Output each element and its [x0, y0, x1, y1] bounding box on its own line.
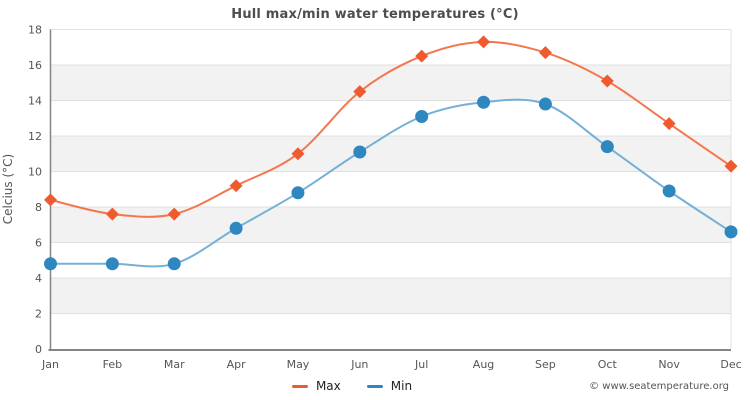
max-data-point[interactable] — [105, 207, 119, 221]
x-tick-label: Mar — [164, 358, 185, 371]
legend-item-max[interactable]: Max — [291, 379, 341, 393]
legend: Max Min — [0, 377, 727, 395]
min-data-point[interactable] — [105, 257, 119, 271]
max-data-point[interactable] — [600, 74, 614, 88]
x-tick-label: Oct — [598, 358, 618, 371]
chart-title: Hull max/min water temperatures (°C) — [231, 7, 519, 22]
max-data-point[interactable] — [724, 159, 738, 173]
plot-band — [50, 136, 731, 172]
plot-band — [50, 207, 731, 243]
max-data-point[interactable] — [44, 193, 57, 207]
min-data-point[interactable] — [600, 140, 614, 154]
y-tick-label: 0 — [35, 343, 42, 356]
min-data-point[interactable] — [662, 184, 676, 198]
y-tick-label: 10 — [28, 166, 42, 179]
min-data-point[interactable] — [167, 257, 181, 271]
max-data-point[interactable] — [167, 207, 181, 221]
min-data-point[interactable] — [229, 221, 243, 235]
min-data-point[interactable] — [353, 145, 367, 159]
x-tick-label: Jan — [41, 358, 59, 371]
x-tick-label: Jul — [414, 358, 428, 371]
x-tick-label: Dec — [720, 358, 741, 371]
y-tick-label: 12 — [28, 130, 42, 143]
copyright-text: © www.seatemperature.org — [589, 381, 729, 392]
plot-band — [50, 278, 731, 314]
y-tick-label: 8 — [35, 201, 42, 214]
min-data-point[interactable] — [538, 97, 552, 111]
max-data-point[interactable] — [353, 85, 367, 99]
y-tick-label: 14 — [28, 95, 42, 108]
min-data-point[interactable] — [44, 257, 57, 271]
max-data-point[interactable] — [415, 49, 429, 63]
max-data-point[interactable] — [229, 179, 243, 193]
legend-item-min[interactable]: Min — [366, 379, 413, 393]
min-data-point[interactable] — [415, 109, 429, 123]
min-series-swatch — [366, 384, 383, 388]
max-series-swatch — [291, 384, 308, 388]
x-tick-label: May — [287, 358, 310, 371]
max-data-point[interactable] — [538, 46, 552, 60]
y-tick-label: 16 — [28, 59, 42, 72]
x-tick-label: Sep — [535, 358, 556, 371]
y-tick-label: 6 — [35, 237, 42, 250]
y-tick-label: 2 — [35, 308, 42, 321]
x-tick-label: Nov — [658, 358, 680, 371]
x-tick-label: Aug — [473, 358, 494, 371]
max-data-point[interactable] — [291, 147, 305, 161]
min-data-point[interactable] — [291, 186, 305, 200]
min-data-point[interactable] — [477, 95, 491, 109]
x-tick-label: Apr — [227, 358, 247, 371]
x-tick-label: Jun — [350, 358, 368, 371]
max-data-point[interactable] — [477, 35, 491, 49]
legend-label-max: Max — [315, 379, 341, 393]
y-tick-label: 18 — [28, 24, 42, 37]
y-tick-label: 4 — [35, 272, 42, 285]
x-tick-label: Feb — [103, 358, 122, 371]
min-data-point[interactable] — [724, 225, 738, 239]
legend-label-min: Min — [390, 379, 413, 393]
max-data-point[interactable] — [662, 117, 676, 131]
